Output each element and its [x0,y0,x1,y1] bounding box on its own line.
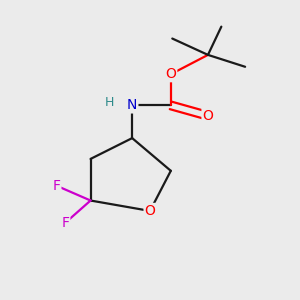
Text: F: F [61,216,69,230]
Text: H: H [105,96,115,109]
Text: O: O [145,204,155,218]
Text: O: O [202,109,213,123]
Text: O: O [165,67,176,81]
Text: N: N [127,98,137,112]
Text: F: F [52,179,60,193]
